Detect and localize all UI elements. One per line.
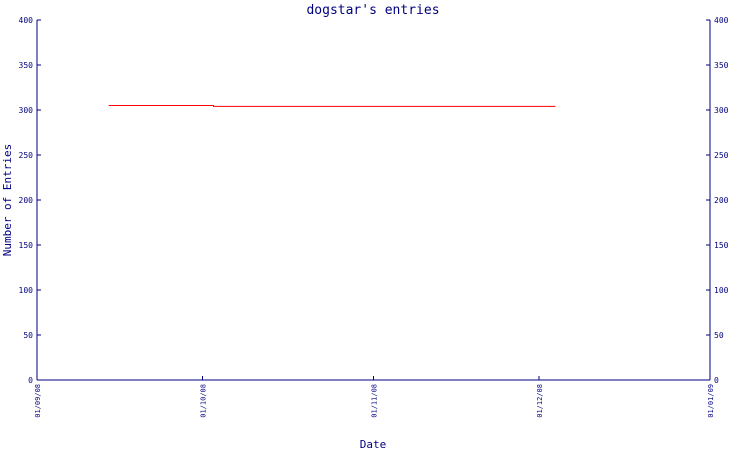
series-line xyxy=(108,105,556,107)
y-tick-label-right: 200 xyxy=(714,196,729,205)
y-tick-label-right: 50 xyxy=(714,331,724,340)
y-tick-label-left: 100 xyxy=(19,286,34,295)
x-axis: 01/09/08 01/10/08 01/11/08 01/12/08 01/01/09 xyxy=(34,376,715,418)
y-tick-label-left: 50 xyxy=(23,331,33,340)
y-tick-label-left: 0 xyxy=(28,376,33,385)
y-tick-label-left: 150 xyxy=(19,241,34,250)
y-tick-label-left: 200 xyxy=(19,196,34,205)
y-tick-label-right: 150 xyxy=(714,241,729,250)
x-axis-title: Date xyxy=(360,438,387,450)
right-y-axis: 0 50 100 150 200 250 300 350 400 xyxy=(706,16,729,385)
y-tick-label-left: 400 xyxy=(19,16,34,25)
series-layer xyxy=(108,105,556,107)
y-tick-label-right: 400 xyxy=(714,16,729,25)
y-tick-label-right: 250 xyxy=(714,151,729,160)
y-tick-label-right: 0 xyxy=(714,376,719,385)
x-tick-label: 01/11/08 xyxy=(371,384,379,418)
x-tick-label: 01/09/08 xyxy=(34,384,42,418)
chart-title: dogstar's entries xyxy=(306,3,439,18)
x-tick-label: 01/12/08 xyxy=(536,384,544,418)
x-tick-label: 01/01/09 xyxy=(707,384,715,418)
x-tick-label: 01/10/08 xyxy=(199,384,207,418)
plot-frame xyxy=(36,20,711,381)
y-tick-label-right: 100 xyxy=(714,286,729,295)
y-tick-label-left: 300 xyxy=(19,106,34,115)
y-tick-label-left: 350 xyxy=(19,61,34,70)
y-tick-label-left: 250 xyxy=(19,151,34,160)
y-axis-title: Number of Entries xyxy=(1,144,14,257)
left-y-axis: 0 50 100 150 200 250 300 350 400 xyxy=(19,16,41,385)
y-tick-label-right: 350 xyxy=(714,61,729,70)
y-tick-label-right: 300 xyxy=(714,106,729,115)
